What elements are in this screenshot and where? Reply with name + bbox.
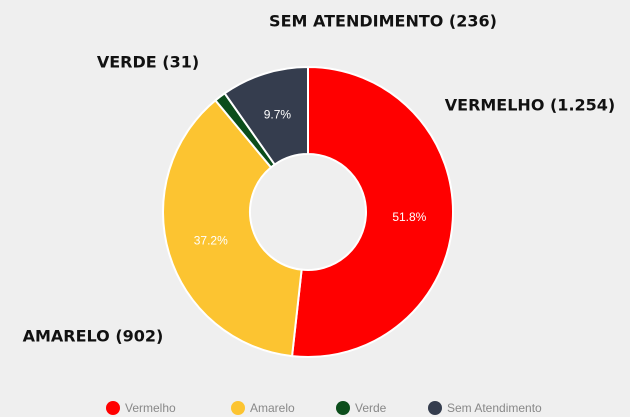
legend-label: Verde [355,401,387,415]
percent-label: 9.7% [264,107,292,121]
slice [290,65,454,358]
percent-label: 37.2% [194,233,228,247]
slice-label: AMARELO (902) [23,327,164,346]
legend-marker [231,401,245,415]
legend-marker [106,401,120,415]
slice [162,98,303,358]
legend-marker [428,401,442,415]
legend-label: Sem Atendimento [447,401,542,415]
slice [223,65,309,166]
legend-label: Vermelho [125,401,176,415]
legend-marker [336,401,350,415]
percent-label: 51.8% [392,210,426,224]
slice-label: VERDE (31) [97,53,199,72]
slice-label: SEM ATENDIMENTO (236) [269,12,497,31]
legend-label: Amarelo [250,401,295,415]
slice-label: VERMELHO (1.254) [445,96,615,115]
